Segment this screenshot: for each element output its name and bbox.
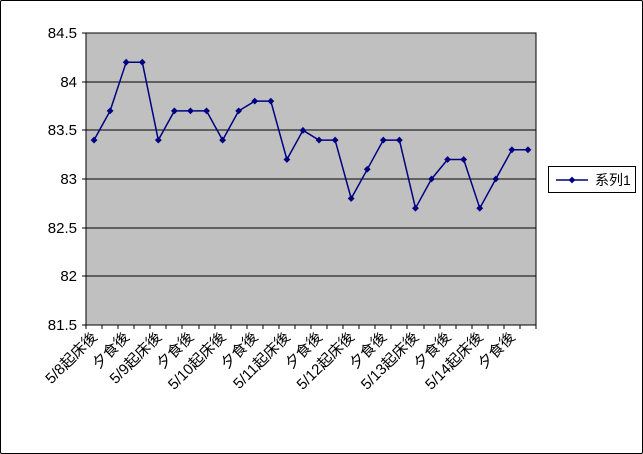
y-axis-tick-label: 82.5 [48, 220, 77, 237]
data-point-marker [203, 107, 210, 115]
data-point-marker [170, 107, 178, 115]
data-point-marker [492, 175, 500, 183]
series-line [93, 61, 528, 209]
data-point-marker [363, 165, 371, 173]
legend-series-key-icon [556, 176, 588, 183]
y-axis-tick-label: 81.5 [48, 317, 77, 334]
x-axis-tick-label: 夕食後 [475, 329, 519, 373]
y-axis-tick-label: 82 [60, 268, 77, 285]
data-point-marker [412, 204, 419, 212]
data-point-marker [379, 136, 387, 144]
data-point-marker [267, 97, 275, 105]
data-point-marker [315, 136, 323, 144]
legend-diamond-marker [568, 176, 576, 183]
y-axis-tick-label: 84 [60, 74, 77, 91]
data-point-marker [138, 58, 146, 66]
legend-box: 系列1 [548, 166, 636, 193]
data-point-marker [283, 156, 291, 163]
data-point-marker [235, 107, 243, 115]
data-point-marker [187, 107, 194, 115]
data-point-marker [122, 58, 130, 66]
data-point-marker [524, 146, 532, 154]
data-point-marker [347, 195, 355, 202]
data-point-marker [299, 126, 307, 134]
data-point-marker [331, 136, 339, 144]
data-point-marker [476, 204, 484, 212]
data-point-marker [460, 156, 468, 163]
data-point-marker [508, 146, 516, 154]
data-point-marker [154, 136, 162, 144]
data-point-marker [395, 136, 403, 144]
y-axis-tick-label: 84.5 [48, 25, 77, 42]
data-point-marker [219, 136, 227, 144]
y-axis-tick-label: 83 [60, 171, 77, 188]
legend-series-label: 系列1 [595, 171, 631, 188]
data-point-marker [90, 136, 98, 144]
data-point-marker [444, 156, 452, 163]
data-point-marker [106, 107, 114, 115]
y-axis-tick-label: 83.5 [48, 122, 77, 139]
data-point-marker [428, 175, 435, 183]
